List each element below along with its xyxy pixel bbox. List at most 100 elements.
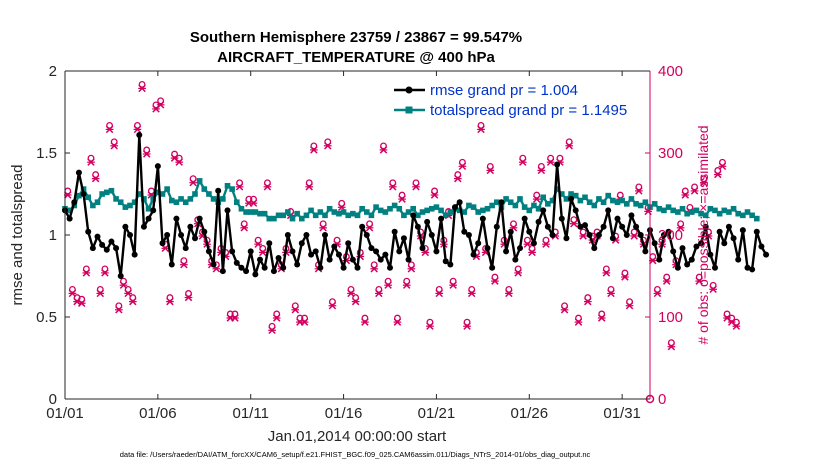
obs-possible-point xyxy=(426,318,434,326)
series-point-totalspread xyxy=(192,191,198,197)
obs-assimilated-point xyxy=(467,289,476,298)
series-point-rmse xyxy=(452,204,458,211)
obs-possible-point xyxy=(477,121,485,129)
series-point-rmse xyxy=(108,238,115,245)
obs-possible-point xyxy=(226,310,234,318)
series-point-rmse xyxy=(113,245,120,252)
series-point-rmse xyxy=(252,271,259,278)
obs-assimilated-point xyxy=(166,297,174,306)
obs-possible-point xyxy=(333,236,341,244)
series-point-totalspread xyxy=(117,199,124,205)
obs-possible-point xyxy=(667,339,675,347)
series-point-totalspread xyxy=(206,191,212,197)
series-point-totalspread xyxy=(336,210,342,217)
legend: rmse grand pr = 1.004 totalspread grand … xyxy=(392,79,646,121)
obs-assimilated-point xyxy=(124,289,132,298)
series-point-rmse xyxy=(721,240,728,247)
obs-possible-point xyxy=(328,298,336,306)
series-point-rmse xyxy=(591,245,598,252)
series-point-rmse xyxy=(340,264,347,271)
obs-possible-point xyxy=(463,318,471,326)
series-point-rmse xyxy=(526,228,533,235)
x-axis-label: Jan.01,2014 00:00:00 start xyxy=(268,428,447,445)
series-point-totalspread xyxy=(322,212,328,219)
series-point-totalspread xyxy=(326,205,333,212)
series-point-totalspread xyxy=(261,210,268,217)
series-point-rmse xyxy=(716,228,723,235)
obs-possible-point xyxy=(291,302,299,310)
chart-title-line1: Southern Hemisphere 23759 / 23867 = 99.5… xyxy=(190,29,522,46)
series-point-rmse xyxy=(730,235,737,242)
series-point-totalspread xyxy=(591,202,598,209)
obs-assimilated-point xyxy=(370,265,379,273)
obs-assimilated-point xyxy=(537,166,546,175)
series-point-rmse xyxy=(693,243,700,250)
obs-assimilated-point xyxy=(68,289,77,298)
series-point-rmse xyxy=(182,245,189,252)
obs-possible-point xyxy=(510,220,517,228)
series-point-rmse xyxy=(368,245,375,252)
obs-assimilated-point xyxy=(310,146,318,154)
series-point-totalspread xyxy=(633,201,639,207)
series-point-rmse xyxy=(284,232,291,238)
series-point-totalspread xyxy=(164,186,170,192)
series-point-totalspread xyxy=(224,183,231,189)
series-point-rmse xyxy=(164,232,171,238)
obs-assimilated-point xyxy=(96,289,105,298)
series-point-totalspread xyxy=(577,197,584,204)
series-point-totalspread xyxy=(558,191,565,197)
obs-assimilated-point xyxy=(695,277,704,285)
series-point-rmse xyxy=(178,232,185,238)
obs-assimilated-point xyxy=(579,232,587,240)
obs-assimilated-point xyxy=(602,269,611,277)
obs-possible-point xyxy=(166,294,174,302)
obs-possible-point xyxy=(519,154,527,162)
obs-possible-point xyxy=(68,285,76,293)
series-point-totalspread xyxy=(419,209,426,215)
ticks-layer: 01/01 01/06 01/11 01/16 01/21 01/26 01/31 0 0.5 1… xyxy=(36,63,683,422)
series-point-totalspread xyxy=(271,215,277,222)
series-point-rmse xyxy=(322,232,328,238)
obs-assimilated-point xyxy=(263,183,272,191)
series-point-totalspread xyxy=(554,186,560,192)
series-point-rmse xyxy=(317,264,324,271)
y-right-tick-label: 200 xyxy=(658,227,683,244)
obs-possible-point xyxy=(570,216,578,224)
series-point-rmse xyxy=(600,223,607,230)
obs-possible-point xyxy=(324,138,332,146)
series-point-totalspread xyxy=(233,199,240,205)
series-point-totalspread xyxy=(721,207,728,214)
series-point-totalspread xyxy=(285,209,291,215)
obs-assimilated-point xyxy=(435,289,444,298)
series-point-rmse xyxy=(396,248,403,255)
series-point-totalspread xyxy=(359,205,365,212)
series-point-rmse xyxy=(503,248,510,255)
obs-possible-point xyxy=(537,162,545,170)
y-left-tick-label: 0 xyxy=(49,391,57,408)
series-point-rmse xyxy=(377,256,384,263)
series-point-rmse xyxy=(698,240,705,247)
series-point-totalspread xyxy=(298,215,305,222)
obs-assimilated-point xyxy=(272,314,281,322)
series-point-totalspread xyxy=(582,194,588,201)
series-point-totalspread xyxy=(363,209,370,215)
series-point-totalspread xyxy=(531,202,537,209)
obs-assimilated-point xyxy=(407,265,416,273)
series-point-totalspread xyxy=(182,199,189,205)
obs-assimilated-point xyxy=(505,289,513,298)
obs-assimilated-point xyxy=(463,322,471,330)
obs-possible-point xyxy=(677,220,685,228)
series-point-totalspread xyxy=(484,205,491,212)
series-point-rmse xyxy=(382,251,389,258)
obs-assimilated-point xyxy=(82,269,91,277)
obs-assimilated-point xyxy=(379,146,388,154)
obs-assimilated-point xyxy=(625,301,634,310)
series-point-totalspread xyxy=(303,212,310,219)
series-point-totalspread xyxy=(373,204,379,210)
series-point-rmse xyxy=(475,240,482,247)
series-point-rmse xyxy=(419,245,426,252)
series-point-rmse xyxy=(433,248,440,255)
series-point-rmse xyxy=(405,256,412,263)
obs-assimilated-point xyxy=(542,240,550,248)
obs-assimilated-point xyxy=(328,301,337,310)
